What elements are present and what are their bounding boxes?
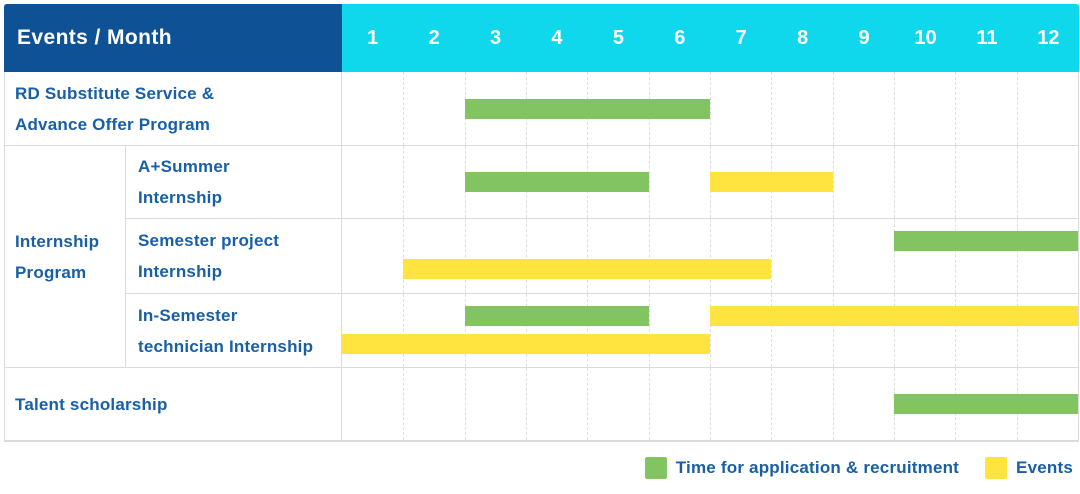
- row-label-rd-substitute: RD Substitute Service & Advance Offer Pr…: [5, 72, 342, 146]
- legend-item-events: Events: [985, 457, 1073, 479]
- event-bar: [710, 305, 1078, 326]
- month-gridline: [1016, 72, 1018, 145]
- month-label: 4: [551, 26, 563, 49]
- month-gridline: [1016, 294, 1018, 367]
- gantt-row-semester-project: [342, 219, 1078, 294]
- month-gridline: [1016, 146, 1018, 218]
- month-gridline: [403, 72, 405, 145]
- month-gridline: [403, 219, 405, 293]
- month-gridline: [710, 294, 711, 367]
- group-label-line: Internship: [15, 231, 100, 251]
- month-gridline: [832, 72, 834, 145]
- month-label: 9: [858, 26, 870, 49]
- month-gridline: [464, 219, 466, 293]
- month-gridline: [771, 219, 773, 293]
- month-gridline: [894, 146, 895, 218]
- month-gridline: [403, 294, 405, 367]
- month-gridline: [832, 146, 834, 218]
- recruitment-bar: [894, 394, 1078, 414]
- row-label-line: technician Internship: [138, 336, 314, 356]
- legend: Time for application & recruitment Event…: [644, 457, 1073, 479]
- month-gridline: [403, 146, 405, 218]
- gantt-row-rd-substitute: [342, 72, 1078, 146]
- row-label-a-plus-summer: A+Summer Internship: [126, 146, 342, 219]
- legend-label-events: Events: [1016, 458, 1073, 477]
- month-gridline: [648, 146, 650, 218]
- month-label: 8: [797, 26, 809, 49]
- group-label-internship-program: Internship Program: [5, 146, 126, 368]
- recruitment-bar: [464, 98, 710, 119]
- month-gridline: [710, 219, 711, 293]
- month-gridline: [464, 294, 466, 367]
- legend-label-recruitment: Time for application & recruitment: [675, 458, 960, 477]
- month-gridline: [832, 219, 834, 293]
- month-label: 1: [367, 26, 379, 49]
- row-label-line: Semester project: [138, 231, 280, 250]
- row-label-talent-scholarship: Talent scholarship: [5, 368, 342, 441]
- event-bar: [710, 172, 833, 192]
- month-label: 11: [976, 26, 998, 49]
- month-gridline: [1016, 219, 1018, 293]
- month-gridline: [587, 294, 589, 367]
- month-label: 6: [674, 26, 686, 49]
- month-gridline: [771, 72, 773, 145]
- recruitment-bar: [464, 305, 649, 326]
- month-gridline: [771, 294, 773, 367]
- month-gridline: [710, 368, 711, 440]
- month-gridline: [526, 294, 527, 367]
- month-gridline: [955, 146, 957, 218]
- month-label: 10: [914, 26, 937, 49]
- month-label: 2: [428, 26, 440, 49]
- month-gridline: [526, 368, 527, 440]
- month-gridline: [955, 294, 957, 367]
- row-label-line: A+Summer: [138, 157, 230, 176]
- row-label-in-semester-technician: In-Semester technician Internship: [126, 294, 342, 368]
- month-gridline: [587, 368, 589, 440]
- gantt-row-in-semester-technician: [342, 294, 1078, 368]
- row-label-semester-project: Semester project Internship: [126, 219, 342, 294]
- month-gridline: [832, 294, 834, 367]
- month-label: 3: [489, 26, 502, 49]
- group-label-line: Program: [15, 262, 87, 282]
- gantt-row-a-plus-summer: [342, 146, 1078, 219]
- recruitment-color-swatch: [644, 457, 667, 479]
- row-label-line: RD Substitute Service &: [15, 83, 215, 103]
- month-label: 12: [1037, 26, 1060, 49]
- month-gridline: [526, 219, 527, 293]
- event-color-swatch: [985, 457, 1008, 479]
- month-gridline: [648, 294, 650, 367]
- month-gridline: [710, 72, 711, 145]
- month-gridline: [587, 219, 589, 293]
- legend-item-recruitment: Time for application & recruitment: [644, 457, 960, 479]
- month-gridline: [771, 368, 773, 440]
- row-label-line: Advance Offer Program: [15, 114, 211, 134]
- gantt-row-talent-scholarship: [342, 368, 1078, 441]
- month-label: 7: [735, 26, 747, 49]
- month-gridline: [832, 368, 834, 440]
- events-month-header: Events / Month: [4, 4, 342, 72]
- month-gridline: [894, 219, 895, 293]
- month-gridline: [648, 368, 650, 440]
- month-gridline: [955, 219, 957, 293]
- month-gridline: [894, 72, 895, 145]
- month-gridline: [403, 368, 405, 440]
- month-gridline: [464, 368, 466, 440]
- recruitment-bar: [894, 231, 1078, 252]
- row-label-line: In-Semester: [138, 305, 238, 325]
- row-label-line: Internship: [138, 262, 223, 281]
- row-label-line: Talent scholarship: [15, 394, 168, 414]
- gantt-table: Events / Month 1 2 3 4 5 6 7 8 9 10 11 12 RD Substi…: [4, 4, 1079, 442]
- event-bar: [403, 259, 772, 280]
- month-gridline: [648, 219, 650, 293]
- month-gridline: [894, 294, 895, 367]
- month-gridline: [955, 72, 957, 145]
- row-label-line: Internship: [138, 188, 223, 207]
- recruitment-bar: [464, 172, 649, 192]
- event-bar: [342, 333, 710, 354]
- header-title: Events / Month: [17, 26, 172, 49]
- month-label: 5: [612, 26, 624, 49]
- month-header-row: 1 2 3 4 5 6 7 8 9 10 11 12: [342, 4, 1079, 72]
